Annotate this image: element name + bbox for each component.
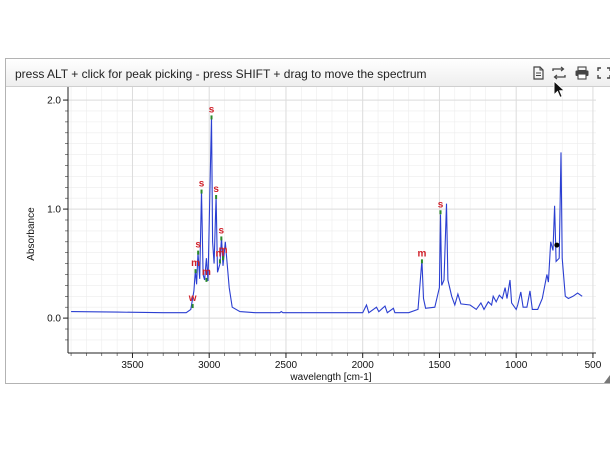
x-tick-label: 2500 bbox=[275, 360, 298, 371]
peak-label: m bbox=[219, 245, 228, 256]
peak-label: m bbox=[216, 248, 225, 259]
peak-marker bbox=[205, 277, 208, 282]
peak-label: m bbox=[417, 248, 426, 259]
resize-handle-icon[interactable] bbox=[604, 375, 610, 383]
peak-label: m bbox=[191, 258, 200, 269]
export-icon[interactable] bbox=[530, 66, 546, 80]
mouse-pointer-icon bbox=[553, 80, 566, 99]
x-axis-title: wavelength [cm-1] bbox=[289, 372, 371, 383]
peak-marker bbox=[191, 304, 194, 309]
peak-label: m bbox=[202, 267, 211, 278]
spectrum-toolbar: press ALT + click for peak picking - pre… bbox=[6, 59, 610, 87]
peak-label: s bbox=[209, 104, 215, 115]
peak-marker bbox=[439, 210, 442, 215]
peak-marker bbox=[215, 195, 218, 200]
cursor-point bbox=[554, 242, 560, 248]
y-tick-label: 2.0 bbox=[47, 96, 61, 107]
x-tick-label: 1000 bbox=[505, 360, 528, 371]
peak-marker bbox=[197, 250, 200, 255]
x-tick-label: 500 bbox=[585, 360, 602, 371]
peak-label: s bbox=[199, 179, 205, 190]
peak-marker bbox=[200, 189, 203, 194]
x-tick-label: 1500 bbox=[428, 360, 451, 371]
peak-marker bbox=[222, 256, 225, 261]
fullscreen-icon[interactable] bbox=[596, 66, 610, 80]
peak-marker bbox=[420, 259, 423, 264]
spectrum-plot[interactable]: 3500 3000 2500 2000 1500 1000 500 0.0 1.0 2.0 w m… bbox=[6, 87, 610, 383]
swap-icon[interactable] bbox=[551, 66, 567, 80]
major-grid bbox=[68, 87, 596, 353]
y-tick-label: 0.0 bbox=[47, 314, 61, 325]
spectrum-line bbox=[71, 116, 583, 314]
y-tick-label: 1.0 bbox=[47, 205, 61, 216]
peak-marker bbox=[210, 115, 213, 120]
peak-marker bbox=[194, 269, 197, 274]
y-axis-ticks: 0.0 1.0 2.0 bbox=[47, 96, 68, 341]
peak-marker bbox=[220, 236, 223, 241]
peak-label: s bbox=[213, 184, 219, 195]
toolbar-hint: press ALT + click for peak picking - pre… bbox=[15, 67, 427, 81]
peak-label: s bbox=[219, 225, 225, 236]
peak-label: s bbox=[195, 240, 201, 251]
x-axis-ticks: 3500 3000 2500 2000 1500 1000 500 bbox=[70, 353, 602, 371]
peak-marker bbox=[218, 259, 221, 264]
spectrum-panel: press ALT + click for peak picking - pre… bbox=[5, 58, 610, 384]
peak-label: w bbox=[188, 293, 197, 304]
x-tick-label: 3500 bbox=[121, 360, 144, 371]
y-axis-title: Absorbance bbox=[26, 207, 37, 261]
x-tick-label: 2000 bbox=[352, 360, 375, 371]
peak-label: s bbox=[438, 199, 444, 210]
x-tick-label: 3000 bbox=[198, 360, 221, 371]
print-icon[interactable] bbox=[574, 66, 590, 80]
